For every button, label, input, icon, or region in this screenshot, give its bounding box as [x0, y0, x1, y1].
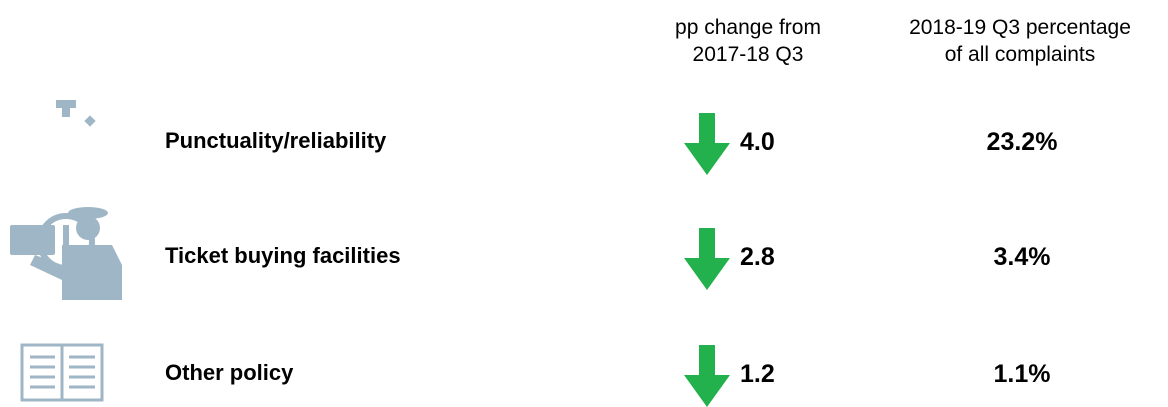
percentage-value: 1.1% [993, 360, 1051, 388]
header-change: pp change from 2017-18 Q3 [648, 14, 848, 68]
arrow-shape [684, 228, 730, 290]
stopwatch-stem [62, 107, 70, 117]
down-arrow [684, 228, 730, 290]
change-value: 4.0 [740, 128, 775, 156]
stopwatch-knob [84, 115, 96, 127]
header-percentage: 2018-19 Q3 percentage of all complaints [870, 14, 1168, 68]
header-line: 2017-18 Q3 [692, 43, 804, 66]
percentage-value: 23.2% [986, 128, 1058, 156]
book-icon [20, 343, 104, 402]
ticket-icon [10, 207, 122, 300]
header-line: pp change from [675, 16, 821, 39]
arrow-shape [684, 113, 730, 175]
percentage-value: 3.4% [993, 243, 1051, 271]
down-arrow [684, 113, 730, 175]
icons [10, 100, 122, 402]
arrow-shape [684, 345, 730, 407]
row-label: Other policy [165, 360, 294, 385]
row-label: Ticket buying facilities [165, 243, 401, 268]
down-arrow [684, 345, 730, 407]
header-line: 2018-19 Q3 percentage [909, 16, 1131, 39]
change-value: 2.8 [740, 243, 775, 271]
header-line: of all complaints [944, 43, 1096, 66]
change-value: 1.2 [740, 360, 775, 388]
row-label: Punctuality/reliability [165, 128, 387, 153]
stopwatch-button [56, 100, 76, 108]
